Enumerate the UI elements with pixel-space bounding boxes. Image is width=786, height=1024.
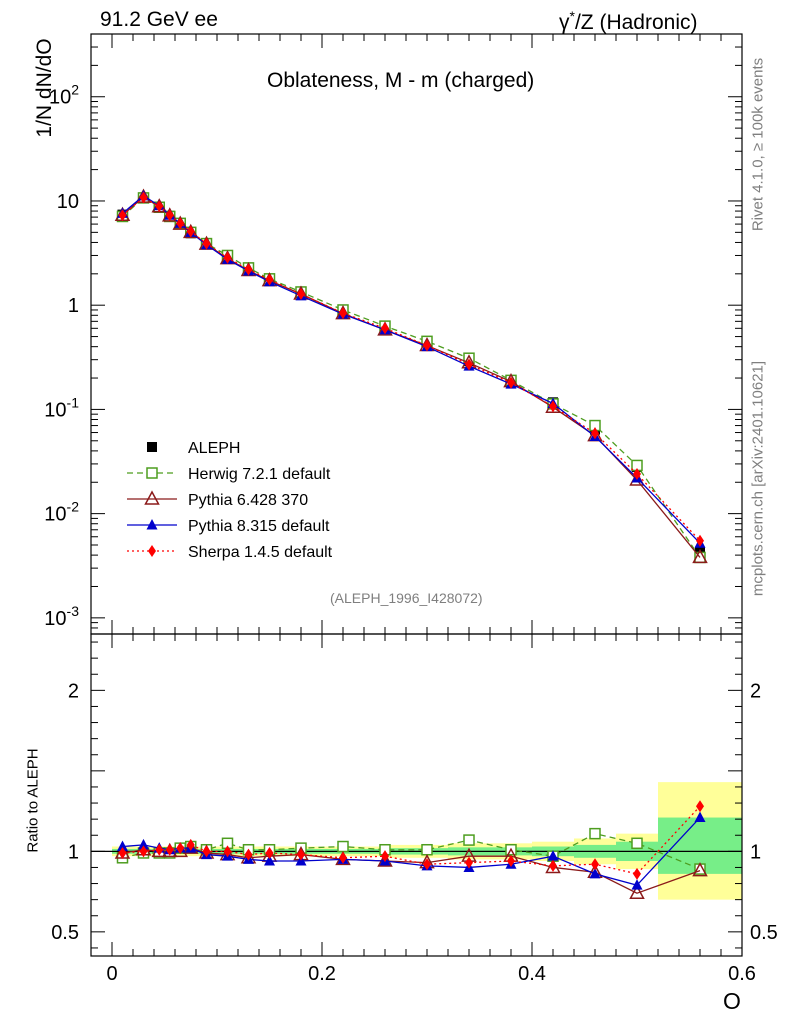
- ratio-point-pythia: [138, 838, 149, 850]
- main-y-tick-label: 1: [68, 295, 79, 317]
- ratio-line-sherpa: [122, 805, 701, 875]
- ratio-point-sherpa: [202, 845, 211, 858]
- ratio-y-tick-label-right: 1: [750, 841, 761, 863]
- legend-marker: [144, 490, 160, 505]
- x-tick-label: 0.2: [308, 963, 336, 985]
- ratio-point-sherpa: [465, 856, 473, 869]
- ratio-point-sherpa: [155, 843, 164, 856]
- ratio-point-pythia: [589, 867, 601, 879]
- legend-marker: [147, 442, 157, 452]
- main-y-tick-label: 10-2: [44, 499, 79, 526]
- ratio-point-herwig: [421, 843, 433, 856]
- main-point-sherpa: [118, 209, 127, 222]
- ratio-point-pythia: [182, 839, 199, 854]
- main-point-sherpa: [186, 225, 195, 238]
- ratio-y-tick-label-left: 0.5: [51, 922, 79, 944]
- x-axis-label: O: [723, 988, 741, 1014]
- main-y-axis-label: 1/N dN/dO: [33, 38, 56, 138]
- ratio-point-pythia: [117, 840, 128, 852]
- main-point-sherpa: [465, 358, 473, 371]
- main-point-sherpa: [202, 237, 211, 250]
- header-right-suffix: /Z (Hadronic): [574, 11, 698, 34]
- plot-title: Oblateness, M - m (charged): [267, 69, 535, 92]
- ratio-point-sherpa: [633, 867, 641, 880]
- ratio-point-sherpa: [696, 800, 704, 813]
- ratio-point-pythia: [547, 850, 559, 861]
- main-point-sherpa: [176, 217, 185, 230]
- header-right-star: *: [569, 8, 575, 24]
- main-point-sherpa: [244, 263, 253, 276]
- legend-label: Pythia 8.315 default: [188, 518, 330, 535]
- ratio-point-sherpa: [118, 846, 127, 859]
- ratio-y-tick-label-left: 2: [68, 680, 79, 702]
- ratio-y-axis-label: Ratio to ALEPH: [24, 748, 42, 853]
- header-left: 91.2 GeV ee: [100, 8, 218, 31]
- header-right-gamma: γ: [559, 11, 570, 34]
- ratio-y-tick-label-left: 1: [68, 841, 79, 863]
- main-point-sherpa: [633, 468, 641, 481]
- ratio-point-pythia: [377, 852, 393, 867]
- rivet-label: Rivet 4.1.0, ≥ 100k events: [749, 57, 767, 232]
- legend-marker: [148, 545, 156, 557]
- main-point-sherpa: [297, 288, 305, 301]
- main-point-sherpa: [223, 251, 232, 264]
- ratio-point-pythia: [631, 879, 643, 890]
- watermark: (ALEPH_1996_I428072): [330, 590, 483, 606]
- legend-marker: [146, 519, 158, 530]
- x-tick-label: 0.4: [518, 963, 546, 985]
- main-point-sherpa: [139, 191, 148, 204]
- ratio-point-sherpa: [591, 858, 599, 871]
- ratio-point-pythia: [264, 855, 275, 866]
- mcplots-label: mcplots.cern.ch [arXiv:2401.10621]: [749, 360, 767, 597]
- ratio-point-sherpa: [265, 846, 274, 859]
- ratio-point-herwig: [589, 827, 601, 840]
- ratio-line-herwig: [122, 832, 701, 870]
- ratio-point-sherpa: [186, 838, 195, 851]
- ratio-point-sherpa: [176, 842, 185, 855]
- ratio-point-sherpa: [165, 843, 174, 856]
- ratio-y-tick-label-right: 2: [750, 680, 761, 702]
- main-point-sherpa: [696, 534, 704, 547]
- main-point-sherpa: [165, 209, 174, 222]
- ratio-point-sherpa: [549, 859, 557, 872]
- main-point-sherpa: [507, 376, 515, 389]
- ratio-point-sherpa: [297, 848, 305, 861]
- header-right: γ*/Z (Hadronic): [559, 8, 697, 35]
- ratio-point-sherpa: [244, 848, 253, 861]
- ratio-point-sherpa: [339, 851, 347, 864]
- ratio-point-sherpa: [381, 850, 389, 863]
- x-tick-label: 0.6: [728, 963, 756, 985]
- main-y-tick-label: 102: [49, 82, 79, 109]
- ratio-point-sherpa: [139, 845, 148, 858]
- legend-marker: [146, 467, 158, 479]
- ratio-point-pythia: [692, 862, 708, 877]
- ratio-point-herwig: [337, 840, 349, 853]
- main-point-sherpa: [155, 200, 164, 213]
- legend-label: Herwig 7.2.1 default: [188, 466, 331, 483]
- ratio-point-sherpa: [507, 855, 515, 868]
- legend-label: Sherpa 1.4.5 default: [188, 544, 333, 561]
- ratio-y-tick-label-right: 0.5: [750, 922, 778, 944]
- legend-label: Pythia 6.428 370: [188, 492, 308, 509]
- main-y-tick-label: 10-1: [44, 394, 79, 421]
- main-point-pythia: [692, 548, 708, 564]
- ratio-point-sherpa: [423, 858, 431, 871]
- main-point-sherpa: [423, 339, 431, 352]
- ratio-point-herwig: [631, 837, 643, 850]
- ratio-point-sherpa: [223, 845, 232, 858]
- legend-label: ALEPH: [188, 440, 240, 457]
- main-point-sherpa: [549, 400, 557, 413]
- ratio-point-pythia: [629, 884, 645, 899]
- main-point-sherpa: [591, 427, 599, 440]
- ratio-frame: [90, 633, 743, 957]
- main-point-sherpa: [381, 322, 389, 335]
- ratio-point-pythia: [694, 811, 706, 823]
- main-y-tick-label: 10: [57, 191, 79, 213]
- ratio-point-herwig: [463, 834, 475, 846]
- main-point-sherpa: [339, 307, 347, 320]
- x-tick-label: 0: [106, 963, 117, 985]
- main-point-sherpa: [265, 273, 274, 286]
- main-y-tick-label: 10-3: [44, 603, 79, 630]
